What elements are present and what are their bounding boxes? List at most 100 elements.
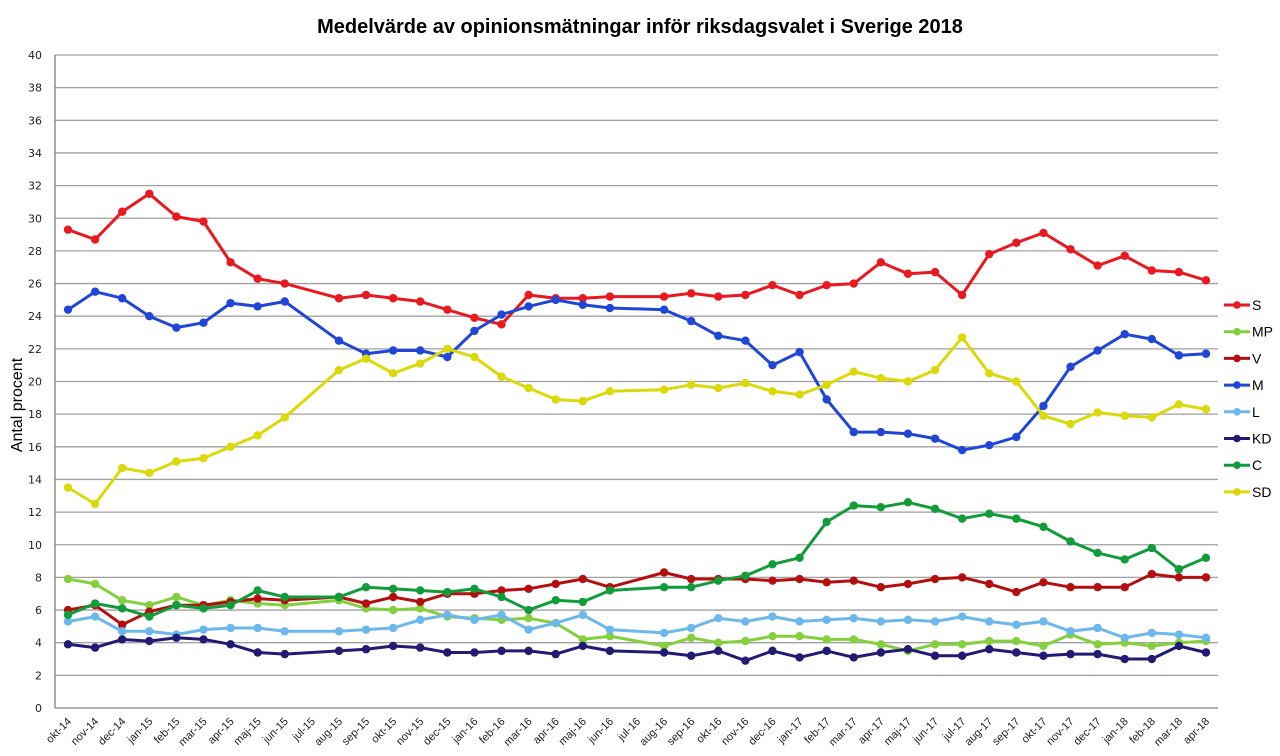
data-point [876, 640, 886, 649]
data-point [524, 584, 533, 594]
data-point [741, 656, 750, 665]
data-point [253, 431, 262, 440]
data-point [795, 631, 804, 641]
data-point [714, 383, 723, 393]
data-point [117, 207, 127, 216]
data-point [957, 612, 967, 621]
x-tick-label: apr-18 [1181, 716, 1212, 747]
data-point [470, 313, 479, 323]
data-point [1147, 641, 1157, 651]
data-point [443, 352, 452, 362]
data-point [226, 600, 235, 610]
data-point [876, 374, 886, 383]
data-point [470, 584, 479, 594]
data-point [524, 383, 533, 393]
data-point [714, 292, 723, 301]
x-tick-label: nov-16 [719, 716, 751, 748]
x-tick-label: aug-15 [312, 716, 345, 749]
legend-marker [1233, 488, 1241, 496]
data-point [1039, 522, 1048, 531]
data-point [1147, 266, 1157, 275]
data-point [903, 579, 913, 589]
data-point [957, 445, 967, 455]
x-tick-label: nov-15 [394, 716, 426, 748]
data-point [876, 427, 886, 437]
data-point [686, 289, 696, 298]
x-tick-label: apr-17 [856, 716, 887, 747]
data-point [388, 346, 398, 355]
data-point [253, 302, 262, 311]
data-point [416, 604, 425, 613]
data-point [1147, 413, 1157, 422]
y-tick-label: 14 [28, 473, 42, 486]
x-tick-label: apr-15 [206, 716, 237, 747]
data-point [768, 612, 777, 621]
data-point [280, 592, 289, 602]
data-point [145, 312, 154, 321]
data-point [659, 628, 669, 638]
data-point [1066, 245, 1075, 254]
data-point [199, 635, 208, 644]
data-point [1147, 628, 1157, 638]
x-tick-label: mar-17 [827, 716, 860, 749]
data-point [524, 290, 533, 300]
data-point [578, 300, 588, 309]
data-point [822, 380, 831, 389]
data-point [686, 633, 696, 643]
data-point [1147, 569, 1157, 579]
y-tick-label: 10 [28, 539, 42, 552]
x-tick-label: jan-17 [775, 716, 806, 747]
data-point [388, 605, 398, 615]
data-point [416, 297, 425, 306]
x-tick-label: dec-16 [746, 716, 778, 748]
data-point [90, 579, 100, 589]
data-point [985, 636, 994, 646]
data-point [1093, 346, 1102, 355]
data-point [795, 653, 804, 662]
data-point [280, 297, 289, 306]
data-point [741, 571, 750, 580]
legend-item-mp: MP [1224, 324, 1273, 340]
data-point [1201, 648, 1211, 657]
data-point [795, 347, 804, 357]
data-point [1012, 238, 1021, 247]
legend-item-sd: SD [1224, 484, 1271, 500]
x-tick-label: nov-14 [69, 716, 101, 748]
data-point [849, 367, 858, 376]
x-tick-label: jun-17 [910, 716, 941, 747]
data-point [1039, 401, 1048, 411]
data-point [1147, 543, 1157, 553]
data-point [253, 594, 262, 603]
data-point [686, 582, 696, 592]
data-point [659, 385, 669, 394]
data-point [1201, 633, 1211, 643]
data-point [551, 295, 560, 305]
data-point [795, 574, 804, 584]
y-tick-label: 36 [28, 114, 42, 127]
data-point [63, 574, 73, 584]
legend-item-m: M [1224, 377, 1264, 393]
data-point [388, 294, 398, 303]
series-line-l [67, 613, 1207, 640]
data-point [1201, 349, 1211, 358]
data-point [470, 352, 479, 362]
data-point [930, 267, 940, 277]
x-tick-label: maj-16 [557, 716, 589, 748]
legend-label: KD [1252, 431, 1271, 447]
data-point [1201, 573, 1211, 582]
data-point [1174, 565, 1184, 574]
data-point [63, 305, 73, 314]
data-point [714, 646, 723, 656]
data-point [388, 584, 398, 594]
data-point [605, 387, 615, 396]
data-point [1066, 649, 1075, 659]
x-tick-label: mar-18 [1152, 716, 1185, 749]
data-point [1012, 432, 1021, 442]
data-point [1120, 411, 1129, 420]
data-point [199, 318, 208, 327]
data-point [1147, 654, 1157, 664]
data-point [741, 636, 750, 646]
data-point [795, 553, 804, 563]
data-point [416, 586, 425, 595]
